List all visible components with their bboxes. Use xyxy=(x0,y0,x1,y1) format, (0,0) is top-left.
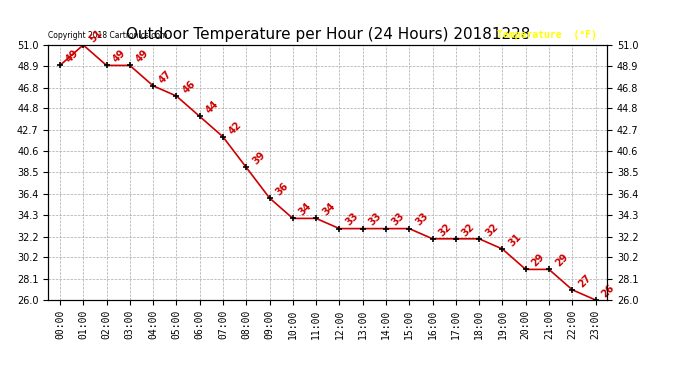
Text: 39: 39 xyxy=(250,150,267,166)
Text: Copyright 2018 Cartronics.com: Copyright 2018 Cartronics.com xyxy=(48,31,168,40)
Title: Outdoor Temperature per Hour (24 Hours) 20181228: Outdoor Temperature per Hour (24 Hours) … xyxy=(126,27,530,42)
Text: 32: 32 xyxy=(483,221,500,238)
Text: 29: 29 xyxy=(530,252,546,268)
Text: 32: 32 xyxy=(460,221,477,238)
Text: 47: 47 xyxy=(157,68,174,85)
Text: Temperature  (°F): Temperature (°F) xyxy=(497,30,597,40)
Text: 33: 33 xyxy=(413,211,430,228)
Text: 42: 42 xyxy=(227,119,244,136)
Text: 33: 33 xyxy=(367,211,384,228)
Text: 49: 49 xyxy=(64,48,81,64)
Text: 46: 46 xyxy=(181,79,197,95)
Text: 49: 49 xyxy=(110,48,127,64)
Text: 36: 36 xyxy=(274,181,290,197)
Text: 51: 51 xyxy=(88,28,104,44)
Text: 33: 33 xyxy=(390,211,406,228)
Text: 49: 49 xyxy=(134,48,150,64)
Text: 31: 31 xyxy=(506,232,523,248)
Text: 33: 33 xyxy=(344,211,360,228)
Text: 26: 26 xyxy=(600,283,616,299)
Text: 34: 34 xyxy=(297,201,313,217)
Text: 32: 32 xyxy=(437,221,453,238)
Text: 29: 29 xyxy=(553,252,570,268)
Text: 27: 27 xyxy=(576,272,593,289)
Text: 34: 34 xyxy=(320,201,337,217)
Text: 44: 44 xyxy=(204,99,220,116)
